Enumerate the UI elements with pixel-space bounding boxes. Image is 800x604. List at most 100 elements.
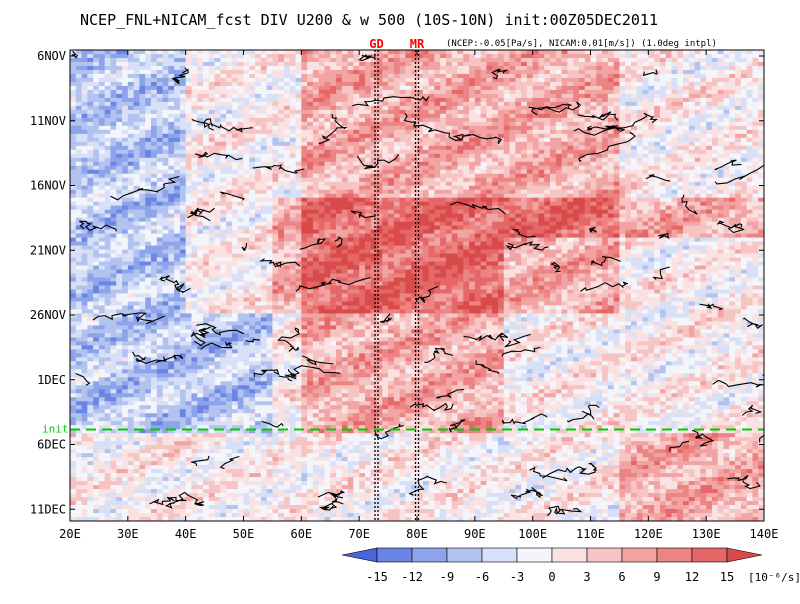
- field-cell: [208, 193, 215, 199]
- field-cell: [567, 77, 574, 83]
- field-cell: [521, 50, 528, 55]
- field-cell: [746, 81, 753, 87]
- field-cell: [231, 169, 239, 175]
- field-cell: [596, 53, 603, 59]
- field-cell: [654, 57, 661, 63]
- field-cell: [700, 109, 707, 115]
- field-cell: [578, 61, 586, 67]
- field-cell: [370, 97, 377, 103]
- field-cell: [607, 161, 615, 167]
- field-cell: [758, 50, 764, 55]
- field-cell: [266, 157, 273, 163]
- field-cell: [717, 61, 724, 67]
- field-cell: [133, 85, 140, 91]
- field-cell: [711, 57, 719, 63]
- field-cell: [393, 69, 401, 75]
- field-cell: [307, 125, 314, 131]
- field-cell: [636, 177, 643, 183]
- field-cell: [642, 101, 649, 107]
- field-cell: [341, 153, 348, 159]
- field-cell: [567, 201, 574, 207]
- field-cell: [243, 77, 250, 83]
- field-cell: [266, 81, 273, 87]
- field-cell: [417, 177, 424, 183]
- field-cell: [596, 57, 603, 63]
- field-cell: [706, 157, 713, 163]
- field-cell: [237, 177, 244, 183]
- field-cell: [203, 77, 210, 83]
- field-cell: [272, 137, 279, 143]
- field-cell: [255, 61, 262, 67]
- field-cell: [555, 169, 562, 175]
- field-cell: [515, 65, 522, 71]
- field-cell: [266, 181, 273, 187]
- field-cell: [509, 189, 516, 195]
- field-cell: [283, 50, 291, 55]
- field-cell: [746, 181, 753, 187]
- field-cell: [578, 73, 586, 79]
- field-cell: [185, 213, 192, 219]
- field-cell: [364, 177, 372, 183]
- field-cell: [226, 165, 233, 171]
- field-cell: [492, 109, 499, 115]
- field-cell: [451, 50, 458, 55]
- field-cell: [677, 189, 684, 195]
- field-cell: [75, 133, 82, 139]
- field-cell: [133, 133, 140, 139]
- field-cell: [706, 57, 713, 63]
- field-cell: [735, 117, 742, 123]
- field-cell: [561, 189, 568, 195]
- field-cell: [318, 73, 325, 79]
- field-cell: [243, 121, 250, 127]
- field-cell: [336, 133, 343, 139]
- field-cell: [625, 205, 632, 211]
- field-cell: [642, 65, 649, 71]
- field-cell: [694, 201, 701, 207]
- field-cell: [370, 93, 377, 99]
- field-cell: [139, 205, 146, 211]
- field-cell: [399, 189, 406, 195]
- field-cell: [341, 137, 348, 143]
- field-cell: [492, 65, 499, 71]
- field-cell: [521, 181, 528, 187]
- field-cell: [203, 177, 210, 183]
- field-cell: [480, 137, 487, 143]
- field-cell: [150, 109, 158, 115]
- field-cell: [758, 117, 764, 123]
- field-cell: [324, 125, 331, 131]
- field-cell: [260, 113, 268, 119]
- field-cell: [399, 149, 406, 155]
- field-cell: [607, 97, 615, 103]
- field-cell: [283, 213, 291, 219]
- field-cell: [260, 93, 268, 99]
- field-cell: [295, 89, 302, 95]
- field-cell: [422, 113, 429, 119]
- field-cell: [330, 169, 337, 175]
- field-cell: [648, 157, 655, 163]
- field-cell: [758, 201, 764, 207]
- field-cell: [353, 201, 360, 207]
- field-cell: [654, 185, 661, 191]
- field-cell: [509, 193, 516, 199]
- field-cell: [260, 73, 268, 79]
- field-cell: [388, 61, 395, 67]
- field-cell: [648, 153, 655, 159]
- field-cell: [237, 157, 244, 163]
- field-cell: [729, 141, 736, 147]
- field-cell: [382, 201, 389, 207]
- field-cell: [590, 50, 597, 55]
- field-cell: [318, 61, 325, 67]
- field-cell: [116, 173, 123, 179]
- field-cell: [659, 145, 667, 151]
- field-cell: [717, 113, 724, 119]
- field-cell: [145, 161, 152, 167]
- field-cell: [590, 105, 597, 111]
- field-cell: [711, 105, 719, 111]
- field-cell: [255, 53, 262, 59]
- field-cell: [434, 193, 441, 199]
- field-cell: [578, 153, 586, 159]
- field-cell: [191, 149, 198, 155]
- field-cell: [422, 89, 429, 95]
- field-cell: [677, 133, 684, 139]
- field-cell: [278, 137, 285, 143]
